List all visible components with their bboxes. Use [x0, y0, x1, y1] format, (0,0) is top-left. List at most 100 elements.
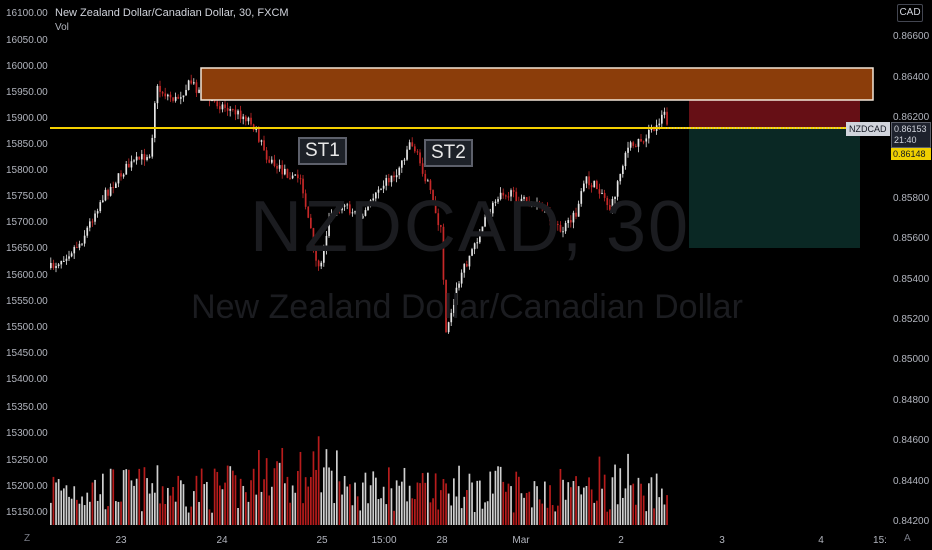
candle-body: [497, 199, 499, 202]
volume-bar: [471, 482, 473, 525]
left-axis-label: 15800.00: [6, 165, 48, 176]
volume-bar: [271, 486, 273, 525]
volume-bar: [609, 509, 611, 525]
volume-bar: [349, 484, 351, 525]
auto-scale-button[interactable]: A: [904, 533, 911, 544]
candle-body: [432, 190, 434, 201]
candle-body: [564, 223, 567, 232]
time-label: 15:: [873, 535, 887, 546]
candle-body: [117, 173, 120, 184]
candle-body: [476, 242, 479, 244]
volume-legend[interactable]: Vol: [55, 22, 69, 33]
volume-bar: [538, 499, 541, 525]
volume-bar: [198, 501, 200, 525]
volume-bar: [245, 492, 247, 525]
left-axis-label: 15950.00: [6, 87, 48, 98]
candle-body: [512, 190, 515, 192]
volume-bar: [369, 485, 372, 525]
volume-bar: [242, 485, 245, 525]
volume-bar: [427, 472, 429, 525]
annotation-st1[interactable]: ST1: [298, 137, 347, 165]
volume-bar: [453, 478, 455, 525]
candle-body: [65, 258, 68, 261]
left-axis-label: 15850.00: [6, 139, 48, 150]
volume-bar: [211, 512, 213, 525]
time-label: 15:00: [371, 535, 397, 546]
volume-bar: [494, 470, 497, 525]
volume-bar: [432, 498, 434, 525]
volume-bar: [216, 471, 219, 525]
bar-countdown: 21:40: [894, 135, 917, 145]
symbol-legend[interactable]: New Zealand Dollar/Canadian Dollar, 30, …: [55, 7, 289, 19]
annotation-st2[interactable]: ST2: [424, 139, 473, 167]
volume-bar: [458, 465, 460, 525]
volume-bar: [83, 505, 86, 525]
candle-body: [408, 142, 411, 150]
volume-bar: [341, 494, 343, 525]
volume-bar: [375, 477, 377, 525]
candle-body: [616, 181, 619, 197]
candle-body: [619, 174, 622, 182]
symbol-price-tag: NZDCAD: [846, 122, 890, 136]
candle-body: [297, 174, 299, 179]
candle-body: [648, 129, 650, 139]
volume-bar: [645, 511, 648, 525]
candle-body: [304, 193, 307, 207]
volume-bar: [640, 483, 642, 525]
volume-bar: [406, 501, 408, 525]
candle-body: [395, 175, 398, 178]
volume-bar: [325, 449, 328, 525]
volume-bar: [481, 508, 484, 525]
volume-bar: [486, 501, 489, 525]
candle-body: [260, 140, 263, 142]
candle-body: [546, 207, 549, 212]
left-axis-label: 15400.00: [6, 374, 48, 385]
candle-body: [507, 196, 510, 198]
volume-bar: [255, 494, 258, 525]
volume-bar: [232, 470, 234, 525]
volume-bar: [533, 481, 536, 525]
candle-body: [120, 173, 122, 177]
volume-bar: [359, 510, 362, 525]
candle-body: [63, 260, 65, 262]
currency-button[interactable]: CAD: [897, 4, 923, 22]
candle-body: [81, 243, 83, 245]
volume-bar: [330, 470, 333, 525]
volume-bar: [141, 511, 143, 525]
volume-bar: [577, 486, 580, 525]
zoom-button[interactable]: Z: [24, 533, 31, 544]
volume-bar: [268, 495, 271, 525]
volume-bar: [229, 466, 232, 525]
left-axis-label: 15250.00: [6, 455, 48, 466]
candle-body: [219, 106, 221, 110]
volume-bar: [102, 473, 104, 525]
candle-body: [193, 82, 195, 84]
candle-body: [143, 154, 146, 160]
candle-body: [606, 197, 609, 206]
volume-bar: [575, 476, 577, 525]
volume-bar: [226, 465, 229, 525]
candle-body: [653, 127, 655, 131]
candle-body: [468, 255, 471, 267]
candle-body: [250, 117, 252, 125]
candle-body: [458, 283, 460, 288]
candle-body: [510, 190, 512, 197]
right-axis-label: 0.86200: [893, 112, 930, 123]
candle-body: [367, 203, 369, 211]
candle-body: [645, 138, 648, 142]
volume-bar: [557, 505, 559, 525]
candle-body: [460, 272, 463, 284]
candle-body: [245, 116, 247, 122]
volume-bar: [572, 481, 575, 525]
volume-bar: [86, 492, 89, 525]
volume-bar: [96, 500, 99, 525]
volume-bar: [320, 492, 323, 525]
candle-body: [146, 157, 148, 160]
candle-body: [603, 192, 606, 198]
candle-body: [372, 198, 375, 201]
candle-body: [284, 168, 286, 175]
volume-bar: [629, 485, 632, 525]
volume-bar: [505, 491, 507, 525]
candle-body: [130, 161, 133, 168]
